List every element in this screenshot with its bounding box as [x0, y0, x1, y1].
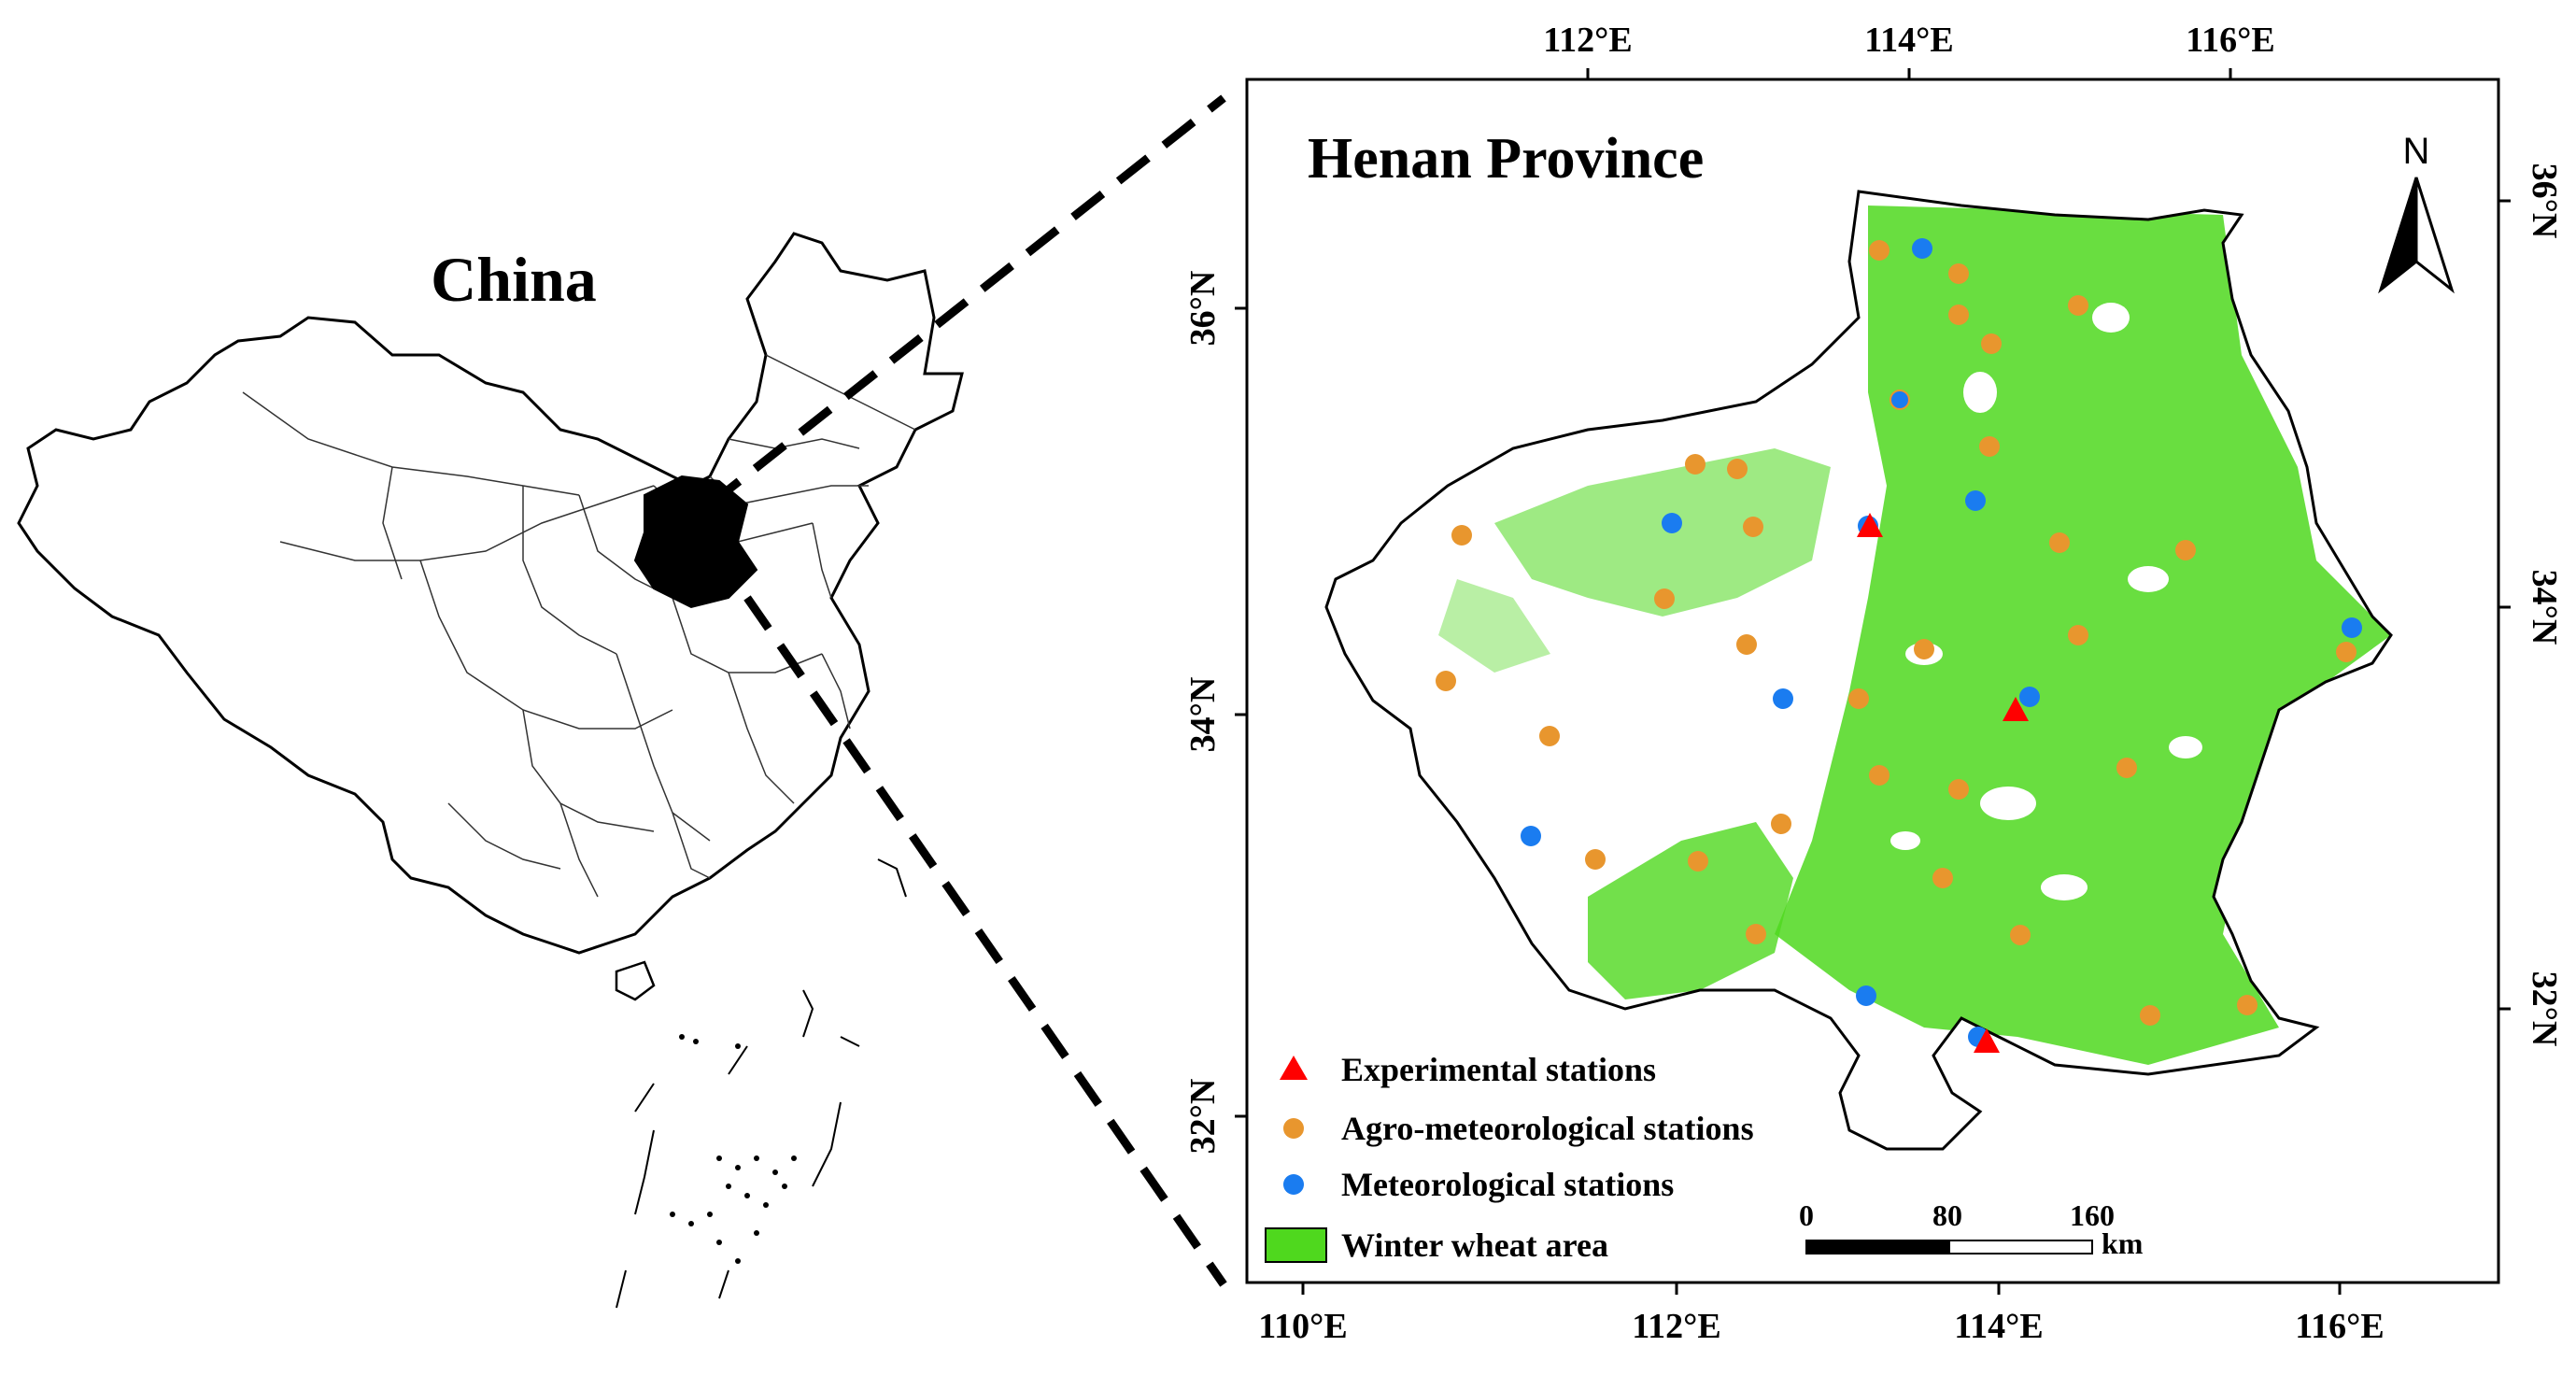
south-china-sea-islands [616, 858, 907, 1309]
agro-station [2336, 642, 2357, 662]
agro-station [1688, 851, 1708, 872]
agro-station [2175, 540, 2196, 560]
legend-label-wheat: Winter wheat area [1341, 1226, 1608, 1264]
met-station [2019, 687, 2040, 707]
island-dots [670, 1034, 797, 1264]
experimental-station [1857, 513, 1883, 537]
agro-station [1436, 671, 1456, 691]
met-station [1891, 391, 1908, 408]
agro-station [2049, 532, 2070, 553]
china-title: China [431, 244, 597, 315]
legend-symbol-agro [1283, 1118, 1304, 1139]
china-map: China [17, 232, 964, 1309]
met-station [1521, 826, 1541, 846]
agro-station [1539, 726, 1560, 746]
agro-station [1736, 634, 1757, 655]
agro-station [1654, 588, 1675, 609]
henan-title: Henan Province [1308, 127, 1704, 191]
axis-top: 112°E 114°E 116°E [1543, 21, 2275, 79]
axis-left-label: 34°N [1183, 677, 1223, 753]
scale-unit: km [2102, 1226, 2144, 1260]
legend: Experimental stations Agro-meteorologica… [1265, 1051, 1754, 1264]
agro-station [1948, 779, 1969, 800]
experimental-station [1974, 1028, 2000, 1053]
axis-bottom-label: 114°E [1954, 1307, 2043, 1346]
met-station [1856, 985, 1876, 1006]
henan-border [1324, 190, 2393, 1151]
axis-top-label: 114°E [1864, 21, 1953, 60]
agro-station [1979, 436, 2000, 457]
axis-left-label: 32°N [1183, 1079, 1223, 1155]
met-station [2342, 617, 2362, 638]
experimental-station [2003, 697, 2029, 721]
legend-symbol-experimental [1280, 1056, 1308, 1080]
met-station [1912, 238, 1932, 259]
axis-bottom: 110°E 112°E 114°E 116°E [1258, 1283, 2385, 1346]
experimental-station-markers [1857, 513, 2029, 1053]
agro-station [1771, 814, 1791, 834]
legend-symbol-met [1283, 1174, 1304, 1195]
scale-tick-80: 80 [1932, 1198, 1962, 1232]
axis-bottom-label: 112°E [1632, 1307, 1720, 1346]
agro-station [1848, 688, 1869, 709]
legend-symbol-wheat [1265, 1227, 1327, 1263]
met-station [1662, 513, 1682, 533]
agro-station [1727, 459, 1748, 479]
agro-station [2116, 758, 2137, 778]
scale-tick-160: 160 [2070, 1198, 2115, 1232]
agro-station [1451, 525, 1472, 546]
wheat-gaps [1890, 303, 2202, 900]
axis-right-label: 32°N [2525, 971, 2564, 1047]
agro-station [1981, 333, 2002, 354]
agro-station [2237, 995, 2258, 1015]
henan-highlight [633, 475, 758, 609]
agro-station [1585, 849, 1606, 870]
agro-station [2010, 925, 2031, 945]
agro-station-markers [1436, 240, 2357, 1026]
agro-station [2068, 625, 2088, 645]
scale-tick-0: 0 [1799, 1198, 1814, 1232]
agro-station [1685, 454, 1706, 475]
henan-map-frame: Henan Province N Experimental stations A… [1183, 21, 2564, 1346]
axis-right-label: 34°N [2525, 570, 2564, 645]
agro-station [1932, 868, 1953, 888]
agro-station [1914, 639, 1934, 659]
agro-station [2140, 1005, 2160, 1026]
axis-left-label: 36°N [1183, 271, 1223, 347]
agro-station [2068, 295, 2088, 316]
axis-left: 36°N 34°N 32°N [1183, 271, 1247, 1155]
axis-top-label: 112°E [1543, 21, 1632, 60]
north-arrow: N [2378, 131, 2455, 294]
legend-label-met: Meteorological stations [1341, 1166, 1674, 1203]
axis-bottom-label: 110°E [1258, 1307, 1347, 1346]
agro-station [1869, 240, 1890, 261]
agro-station [1743, 517, 1763, 537]
axis-right: 36°N 34°N 32°N [2498, 163, 2564, 1047]
agro-station [1869, 765, 1890, 786]
axis-right-label: 36°N [2525, 163, 2564, 239]
north-label: N [2403, 131, 2430, 172]
legend-label-agro: Agro-meteorological stations [1341, 1110, 1754, 1147]
agro-station [1746, 924, 1766, 944]
axis-bottom-label: 116°E [2295, 1307, 2384, 1346]
met-station [1773, 688, 1793, 709]
agro-station [1948, 305, 1969, 325]
agro-station [1948, 263, 1969, 284]
legend-label-experimental: Experimental stations [1341, 1051, 1656, 1088]
met-station [1965, 490, 1986, 511]
china-outline [17, 232, 964, 955]
axis-top-label: 116°E [2186, 21, 2274, 60]
scale-bar: 0 80 160 km [1799, 1198, 2144, 1260]
hainan-island [615, 960, 656, 1001]
zoom-connector-lines [707, 94, 1227, 1287]
